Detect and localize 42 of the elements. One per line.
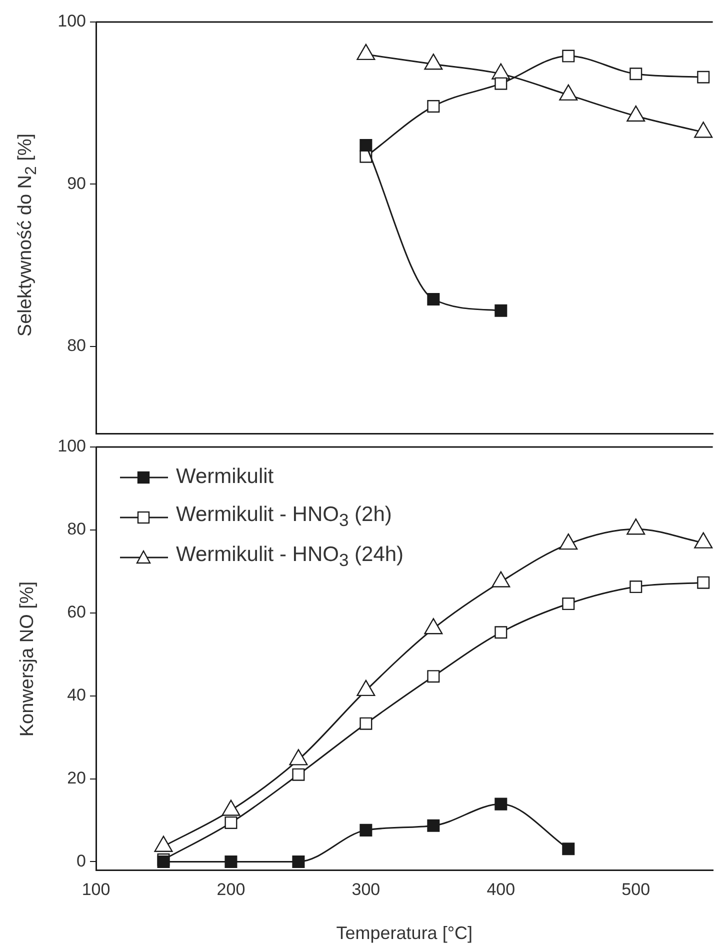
- point: [424, 618, 443, 634]
- y-tick-label: 20: [67, 768, 86, 788]
- point: [559, 533, 578, 550]
- point: [292, 855, 305, 868]
- point: [356, 680, 376, 696]
- point: [492, 571, 510, 588]
- point: [292, 768, 305, 781]
- point: [494, 77, 508, 90]
- point: [697, 70, 710, 84]
- y-axis-title: Konwersja NO [%]: [17, 580, 39, 736]
- legend-label: Wermikulit: [176, 465, 274, 489]
- x-tick-label: 100: [82, 880, 110, 899]
- point: [626, 518, 646, 535]
- point: [224, 855, 238, 868]
- point: [630, 68, 642, 80]
- point: [360, 717, 372, 730]
- point: [562, 842, 575, 856]
- point: [360, 138, 372, 152]
- y-tick-label: 80: [67, 520, 86, 539]
- legend-label: Wermikulit - HNO$_{3}$ (2h): [176, 502, 392, 532]
- y-tick-label: 100: [58, 12, 86, 31]
- x-tick-label: 500: [622, 880, 650, 899]
- x-tick-label: 400: [486, 880, 516, 899]
- x-axis-title: Temperatura [°C]: [336, 923, 473, 944]
- point: [694, 532, 713, 548]
- x-tick-label: 300: [352, 880, 380, 899]
- x-tick-label: 200: [216, 880, 246, 899]
- y-tick-label: 90: [67, 174, 86, 193]
- point: [360, 824, 372, 836]
- point: [427, 100, 440, 113]
- y-tick-label: 100: [58, 436, 86, 456]
- y-tick-label: 40: [67, 686, 86, 705]
- point: [494, 304, 508, 317]
- legend-label: Wermikulit - HNO$_{3}$ (24h): [176, 542, 404, 572]
- point: [427, 292, 440, 306]
- point: [494, 798, 508, 810]
- point: [562, 50, 575, 62]
- y-tick-label: 0: [76, 851, 86, 870]
- y-tick-label: 60: [67, 602, 86, 622]
- y-tick-label: 80: [67, 336, 86, 355]
- point: [427, 819, 440, 832]
- point: [224, 816, 238, 829]
